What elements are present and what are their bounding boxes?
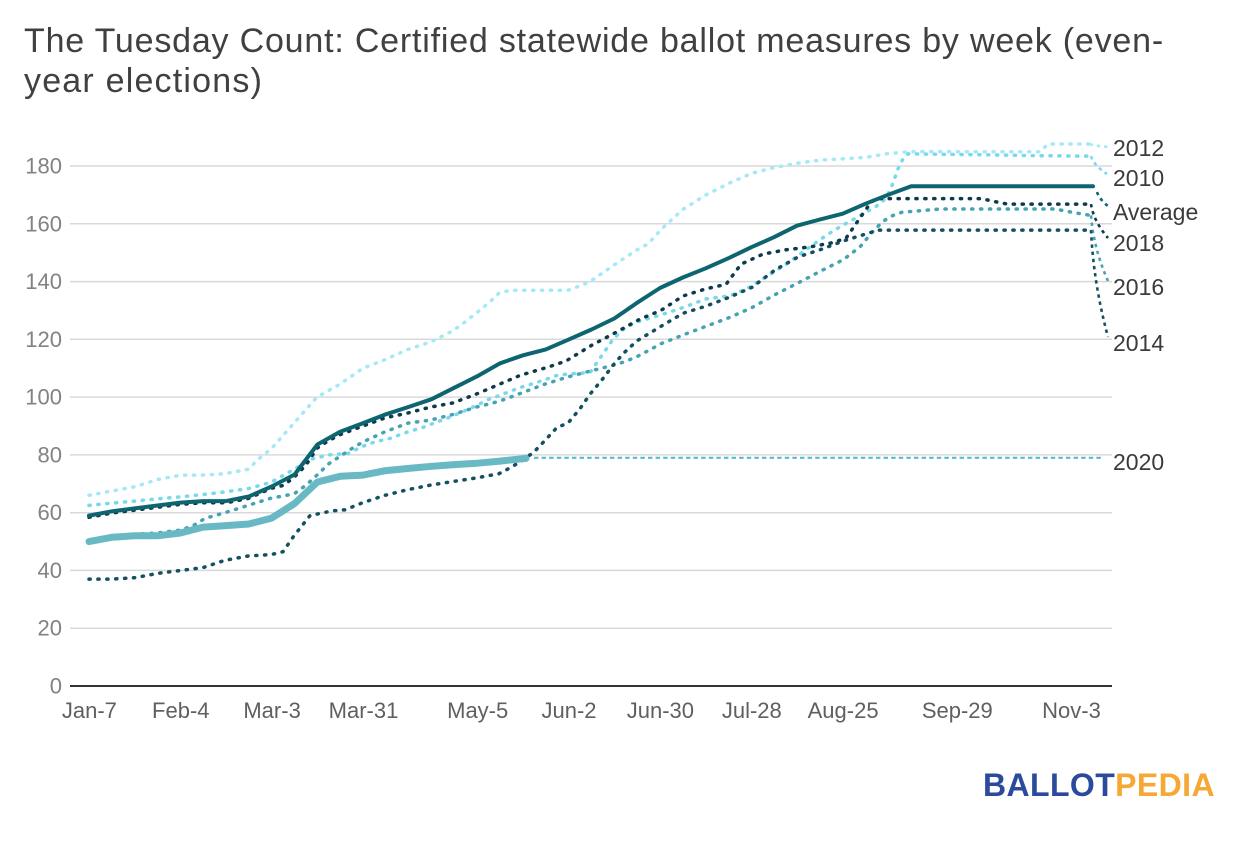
svg-text:Sep-29: Sep-29 (922, 698, 993, 723)
svg-text:Average: Average (1113, 199, 1198, 225)
svg-text:160: 160 (25, 211, 62, 236)
svg-text:180: 180 (25, 154, 62, 179)
svg-text:Feb-4: Feb-4 (152, 698, 209, 723)
svg-text:Jun-2: Jun-2 (541, 698, 596, 723)
svg-text:60: 60 (38, 500, 62, 525)
svg-text:2018: 2018 (1113, 230, 1164, 256)
svg-text:140: 140 (25, 269, 62, 294)
svg-text:2010: 2010 (1113, 165, 1164, 191)
svg-text:Jun-30: Jun-30 (627, 698, 694, 723)
svg-text:year elections): year elections) (24, 62, 263, 100)
svg-text:100: 100 (25, 385, 62, 410)
svg-text:The Tuesday Count: Certified s: The Tuesday Count: Certified statewide b… (24, 22, 1164, 60)
svg-text:2012: 2012 (1113, 135, 1164, 161)
svg-text:20: 20 (38, 616, 62, 641)
svg-text:2020: 2020 (1113, 449, 1164, 475)
svg-text:2014: 2014 (1113, 330, 1164, 356)
svg-text:40: 40 (38, 558, 62, 583)
svg-text:Aug-25: Aug-25 (808, 698, 879, 723)
svg-text:Nov-3: Nov-3 (1042, 698, 1101, 723)
svg-text:Jul-28: Jul-28 (722, 698, 782, 723)
svg-text:Mar-31: Mar-31 (329, 698, 399, 723)
svg-text:BALLOTPEDIA: BALLOTPEDIA (983, 767, 1215, 803)
svg-text:2016: 2016 (1113, 274, 1164, 300)
svg-text:May-5: May-5 (447, 698, 508, 723)
svg-text:80: 80 (38, 442, 62, 467)
svg-text:0: 0 (50, 674, 62, 699)
svg-text:Mar-3: Mar-3 (243, 698, 300, 723)
svg-text:120: 120 (25, 327, 62, 352)
svg-text:Jan-7: Jan-7 (62, 698, 117, 723)
